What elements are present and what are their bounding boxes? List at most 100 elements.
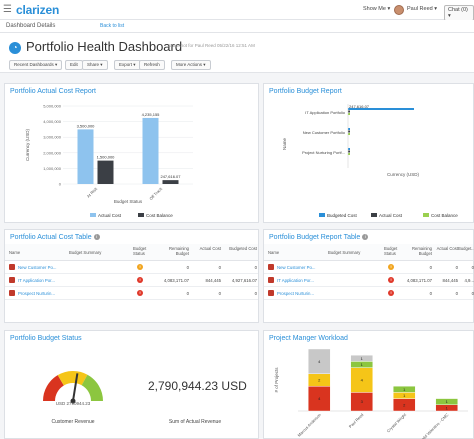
table-row[interactable]: IT Application Por...! 4,083,171.07 844,44… (264, 274, 474, 287)
y-tick-label: 4,000,000 (43, 119, 62, 124)
page-title: Portfolio Health Dashboard (26, 39, 183, 54)
x-tick-label: Paul Reed (348, 412, 365, 429)
stacked-bar-segment (393, 386, 416, 393)
y-tick-label: New Customer Portfolio (303, 130, 346, 135)
legend-swatch (371, 213, 377, 217)
table-row[interactable]: New Customer Po...! 0 0 0 (5, 261, 258, 274)
table-cell: 4,083,171.07 (406, 278, 432, 283)
table-row[interactable]: New Customer Po...! 0 0 0 (264, 261, 474, 274)
budget-report-table: Name Budget Summary Budget Status Remaining… (264, 244, 474, 300)
stacked-bar-segment (308, 348, 331, 374)
export-button[interactable]: Export ▾ (114, 60, 141, 70)
column-header[interactable]: Name (268, 250, 280, 255)
bar (142, 117, 159, 184)
legend-label: Cost Balance (146, 213, 173, 218)
page-header: ◔ Portfolio Health Dashboard Snapshot fo… (0, 33, 474, 73)
table-row[interactable]: Prospect Nurturin...! 0 0 0 (264, 287, 474, 300)
column-header[interactable]: Budget... (458, 246, 474, 251)
table-cell: 0 (218, 291, 221, 296)
budget-status-icon: ! (137, 264, 143, 270)
row-name-link[interactable]: Prospect Nurturin... (18, 291, 56, 296)
table-cell: 0 (455, 265, 458, 270)
table-row[interactable]: IT Application Por...! 4,083,171.07 844,44… (5, 274, 258, 287)
info-icon[interactable]: i (362, 234, 369, 240)
panel-title: Portfolio Budget Report Table i (269, 234, 369, 241)
gauge-segment (57, 371, 88, 386)
bar (348, 150, 350, 153)
x-axis-label: Currency (USD) (387, 172, 420, 177)
segment-value-label: 4 (318, 359, 321, 364)
panel-title: Portfolio Budget Status (10, 335, 82, 342)
actual-cost-table-panel: Portfolio Actual Cost Table i Name Budget … (4, 229, 259, 323)
back-to-list-link[interactable]: Back to list (100, 23, 125, 29)
table-cell: 4,9... (464, 278, 474, 283)
x-tick-label: At Risk (86, 186, 98, 198)
legend-swatch (138, 213, 144, 217)
bar (348, 130, 350, 133)
portfolio-icon (9, 290, 15, 296)
panel-title: Portfolio Budget Report (269, 88, 342, 95)
avatar[interactable] (394, 5, 404, 15)
actual-cost-report-panel: Portfolio Actual Cost Report 5,000,000 4,… (4, 83, 259, 223)
table-header: Name Budget Summary Budget Status Remaining… (264, 244, 474, 261)
column-header[interactable]: Budget Summary (69, 250, 102, 255)
segment-value-label: 4 (361, 378, 364, 383)
bar (348, 133, 350, 135)
stacked-bar-segment (435, 398, 458, 405)
legend-swatch (423, 213, 429, 217)
stacked-bar-segment (350, 354, 373, 362)
column-header[interactable]: Remaining Budget (168, 246, 189, 256)
table-cell: 0 (455, 291, 458, 296)
chat-button[interactable]: Chat (0) ▾ (444, 5, 474, 21)
column-header[interactable]: Actual Cost (199, 246, 221, 251)
legend-label: Cost Balance (431, 213, 458, 218)
bar-value-label: 247,616.07 (160, 174, 181, 179)
show-me-menu[interactable]: Show Me ▾ (363, 6, 391, 12)
bar-value-label: 247,616.07 (349, 104, 370, 109)
row-name-link[interactable]: IT Application Por... (18, 278, 55, 283)
pm-workload-panel: Project Manger Workload # of Projects 4 2 4… (263, 330, 474, 439)
user-menu[interactable]: Paul Reed ▾ (407, 6, 437, 12)
column-header[interactable]: Budget Status (384, 246, 398, 256)
column-header[interactable]: Budget Summary (328, 250, 361, 255)
row-name-link[interactable]: IT Application Por... (277, 278, 314, 283)
budget-report-panel: Portfolio Budget Report Name IT Applicati… (263, 83, 474, 223)
y-tick-label: IT Application Portfolio (305, 110, 346, 115)
row-name-link[interactable]: Prospect Nurturin... (277, 291, 315, 296)
table-row[interactable]: Prospect Nurturin...! 0 0 0 (5, 287, 258, 300)
top-bar: ☰ clarizen Show Me ▾ Paul Reed ▾ Chat (0… (0, 0, 474, 21)
portfolio-icon (268, 290, 274, 296)
recent-dashboards-button[interactable]: Recent Dashboards ▾ (9, 60, 63, 70)
row-name-link[interactable]: New Customer Po... (18, 265, 57, 270)
segment-value-label: 1 (403, 387, 406, 392)
more-actions-button[interactable]: More Actions ▾ (171, 60, 211, 70)
column-header[interactable]: Remaining Budget (411, 246, 432, 256)
legend-swatch (90, 213, 96, 217)
app-logo[interactable]: clarizen (16, 3, 60, 17)
menu-icon[interactable]: ☰ (3, 4, 12, 15)
gauge-segment (43, 375, 64, 401)
y-axis-label: Name (282, 138, 287, 151)
share-button[interactable]: Share ▾ (82, 60, 108, 70)
column-header[interactable]: Actual Cost (436, 246, 458, 251)
budget-status-icon: ! (388, 277, 394, 283)
edit-button[interactable]: Edit (65, 60, 83, 70)
bar (97, 160, 114, 184)
gauge-needle (72, 373, 79, 402)
portfolio-icon (268, 277, 274, 283)
refresh-button[interactable]: Refresh (139, 60, 165, 70)
column-header[interactable]: Budget Status (133, 246, 147, 256)
budget-status-icon: ! (137, 290, 143, 296)
legend-label: Budgeted Cost (327, 213, 358, 218)
info-icon[interactable]: i (93, 234, 100, 240)
gauge-caption: Customer Revenue (51, 419, 95, 425)
table-cell: 844,445 (205, 278, 221, 283)
column-header[interactable]: Budgeted Cost (229, 246, 257, 251)
portfolio-icon (9, 277, 15, 283)
panel-title: Portfolio Actual Cost Report (10, 88, 96, 95)
column-header[interactable]: Name (9, 250, 21, 255)
row-name-link[interactable]: New Customer Po... (277, 265, 316, 270)
y-tick-label: 1,000,000 (43, 166, 62, 171)
actual-cost-table: Name Budget Summary Budget Status Remaining… (5, 244, 258, 300)
